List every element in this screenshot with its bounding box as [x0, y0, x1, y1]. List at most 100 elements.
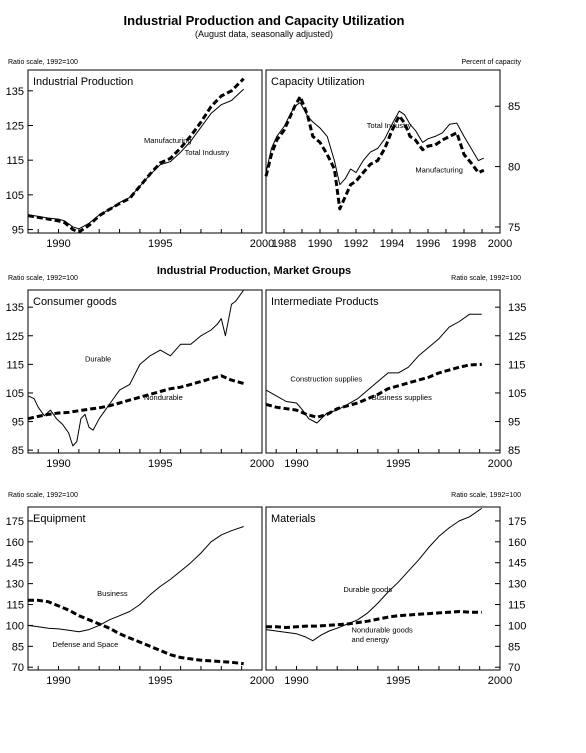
y-scale-note: Ratio scale, 1992=100	[451, 275, 521, 282]
annotation-construction-supplies: Construction supplies	[290, 375, 362, 384]
series-manufacturing	[264, 95, 485, 211]
x-tick-label: 1990	[46, 675, 70, 687]
y-tick-label: 175	[6, 516, 24, 528]
annotation-durable: Durable	[85, 354, 111, 363]
y-tick-label: 145	[6, 558, 24, 570]
annotation-manufacturing: Manufacturing	[144, 136, 192, 145]
y-tick-label: 95	[12, 225, 24, 237]
y-tick-label: 105	[508, 388, 526, 400]
y-tick-label: 100	[6, 620, 24, 632]
series-defense-and-space	[28, 598, 244, 666]
y-tick-label: 85	[12, 445, 24, 457]
x-tick-label: 1995	[148, 675, 172, 687]
x-tick-label: 2000	[488, 238, 512, 250]
x-tick-label: 2000	[488, 675, 512, 687]
y-tick-label: 130	[508, 579, 526, 591]
annotation-business: Business	[97, 589, 128, 598]
panel-title: Capacity Utilization	[271, 76, 365, 88]
y-tick-label: 80	[508, 162, 520, 174]
series-business-supplies	[265, 362, 482, 419]
y-tick-label: 115	[508, 600, 526, 612]
y-scale-note: Ratio scale, 1992=100	[451, 492, 521, 499]
series-business	[27, 526, 244, 633]
annotation-manufacturing: Manufacturing	[415, 166, 463, 175]
panel-frame	[265, 289, 501, 454]
series-manufacturing	[27, 77, 245, 234]
x-tick-label: 1990	[46, 238, 70, 250]
annotation-durable-goods: Durable goods	[343, 585, 392, 594]
y-tick-label: 135	[6, 302, 24, 314]
panel-title: Equipment	[33, 513, 86, 525]
y-tick-label: 115	[6, 600, 24, 612]
y-tick-label: 75	[508, 222, 520, 234]
y-tick-label: 115	[6, 359, 24, 371]
annotation-business-supplies: Business supplies	[372, 393, 432, 402]
percent-of-capacity-note: Percent of capacity	[461, 59, 521, 66]
y-tick-label: 135	[6, 86, 24, 98]
y-scale-note: Ratio scale, 1992=100	[8, 275, 78, 282]
panel-materials: Materials Ratio scale, 1992=100 70 85 100 115…	[265, 492, 526, 687]
annotation-nondurable: Nondurable	[144, 393, 183, 402]
y-scale-note: Ratio scale, 1992=100	[8, 492, 78, 499]
x-tick-label: 2000	[250, 458, 274, 470]
ratio-scale-note: Ratio scale, 1992=100	[8, 59, 78, 66]
x-tick-label: 1990	[46, 458, 70, 470]
panel-consumer: Consumer goods Ratio scale, 1992=100 85 95 1…	[6, 275, 275, 470]
y-tick-label: 175	[508, 516, 526, 528]
panel-equipment: Equipment Ratio scale, 1992=100 70 85 100 115…	[6, 492, 275, 687]
y-tick-label: 85	[508, 445, 520, 457]
x-tick-label: 2000	[250, 238, 274, 250]
y-tick-label: 95	[12, 417, 24, 429]
y-tick-label: 115	[508, 359, 526, 371]
x-tick-label: 1998	[452, 238, 476, 250]
x-tick-label: 1995	[386, 458, 410, 470]
annotation-defense-and-space: Defense and Space	[52, 640, 118, 649]
y-tick-label: 105	[6, 388, 24, 400]
panel-ip: Industrial Production 95 105 115 125 135 1990 1…	[6, 69, 274, 250]
series-total-industry	[265, 102, 485, 186]
panel-title: Consumer goods	[33, 296, 117, 308]
series-total-industry	[27, 88, 245, 230]
x-tick-label: 1990	[284, 675, 308, 687]
figure-subtitle: (August data, seasonally adjusted)	[195, 29, 333, 39]
y-tick-label: 160	[6, 537, 24, 549]
panel-title: Intermediate Products	[271, 296, 379, 308]
x-tick-label: 1990	[308, 238, 332, 250]
y-tick-label: 135	[508, 302, 526, 314]
y-tick-label: 125	[6, 331, 24, 343]
x-tick-label: 1988	[272, 238, 296, 250]
x-tick-label: 1994	[380, 238, 404, 250]
x-tick-label: 1992	[344, 238, 368, 250]
annotation-total-industry: Total Industry	[367, 121, 412, 130]
series-durable	[27, 289, 245, 447]
x-tick-label: 1995	[148, 458, 172, 470]
panel-frame	[27, 506, 263, 671]
y-tick-label: 125	[6, 120, 24, 132]
y-tick-label: 105	[6, 190, 24, 202]
y-tick-label: 85	[508, 101, 520, 113]
series-nondurable	[27, 374, 245, 421]
series-construction-supplies	[265, 313, 482, 424]
section-title: Industrial Production, Market Groups	[157, 265, 351, 277]
y-tick-label: 85	[12, 641, 24, 653]
y-tick-label: 85	[508, 641, 520, 653]
figure-title: Industrial Production and Capacity Utili…	[124, 13, 405, 28]
x-tick-label: 1990	[284, 458, 308, 470]
panel-cu: Capacity Utilization 75 80 85 1988 1990 1992 19…	[264, 69, 520, 250]
x-tick-label: 1995	[386, 675, 410, 687]
y-tick-label: 70	[508, 662, 520, 674]
x-tick-label: 2000	[488, 458, 512, 470]
y-tick-label: 130	[6, 579, 24, 591]
series-durable-goods	[265, 507, 482, 642]
panel-frame	[27, 69, 263, 234]
panel-frame	[27, 289, 263, 454]
panel-title: Materials	[271, 513, 316, 525]
y-tick-label: 95	[508, 417, 520, 429]
y-tick-label: 70	[12, 662, 24, 674]
y-tick-label: 160	[508, 537, 526, 549]
panel-intermediate: Intermediate Products Ratio scale, 1992=1…	[265, 275, 526, 470]
x-tick-label: 1995	[148, 238, 172, 250]
y-tick-label: 115	[6, 155, 24, 167]
x-tick-label: 2000	[250, 675, 274, 687]
